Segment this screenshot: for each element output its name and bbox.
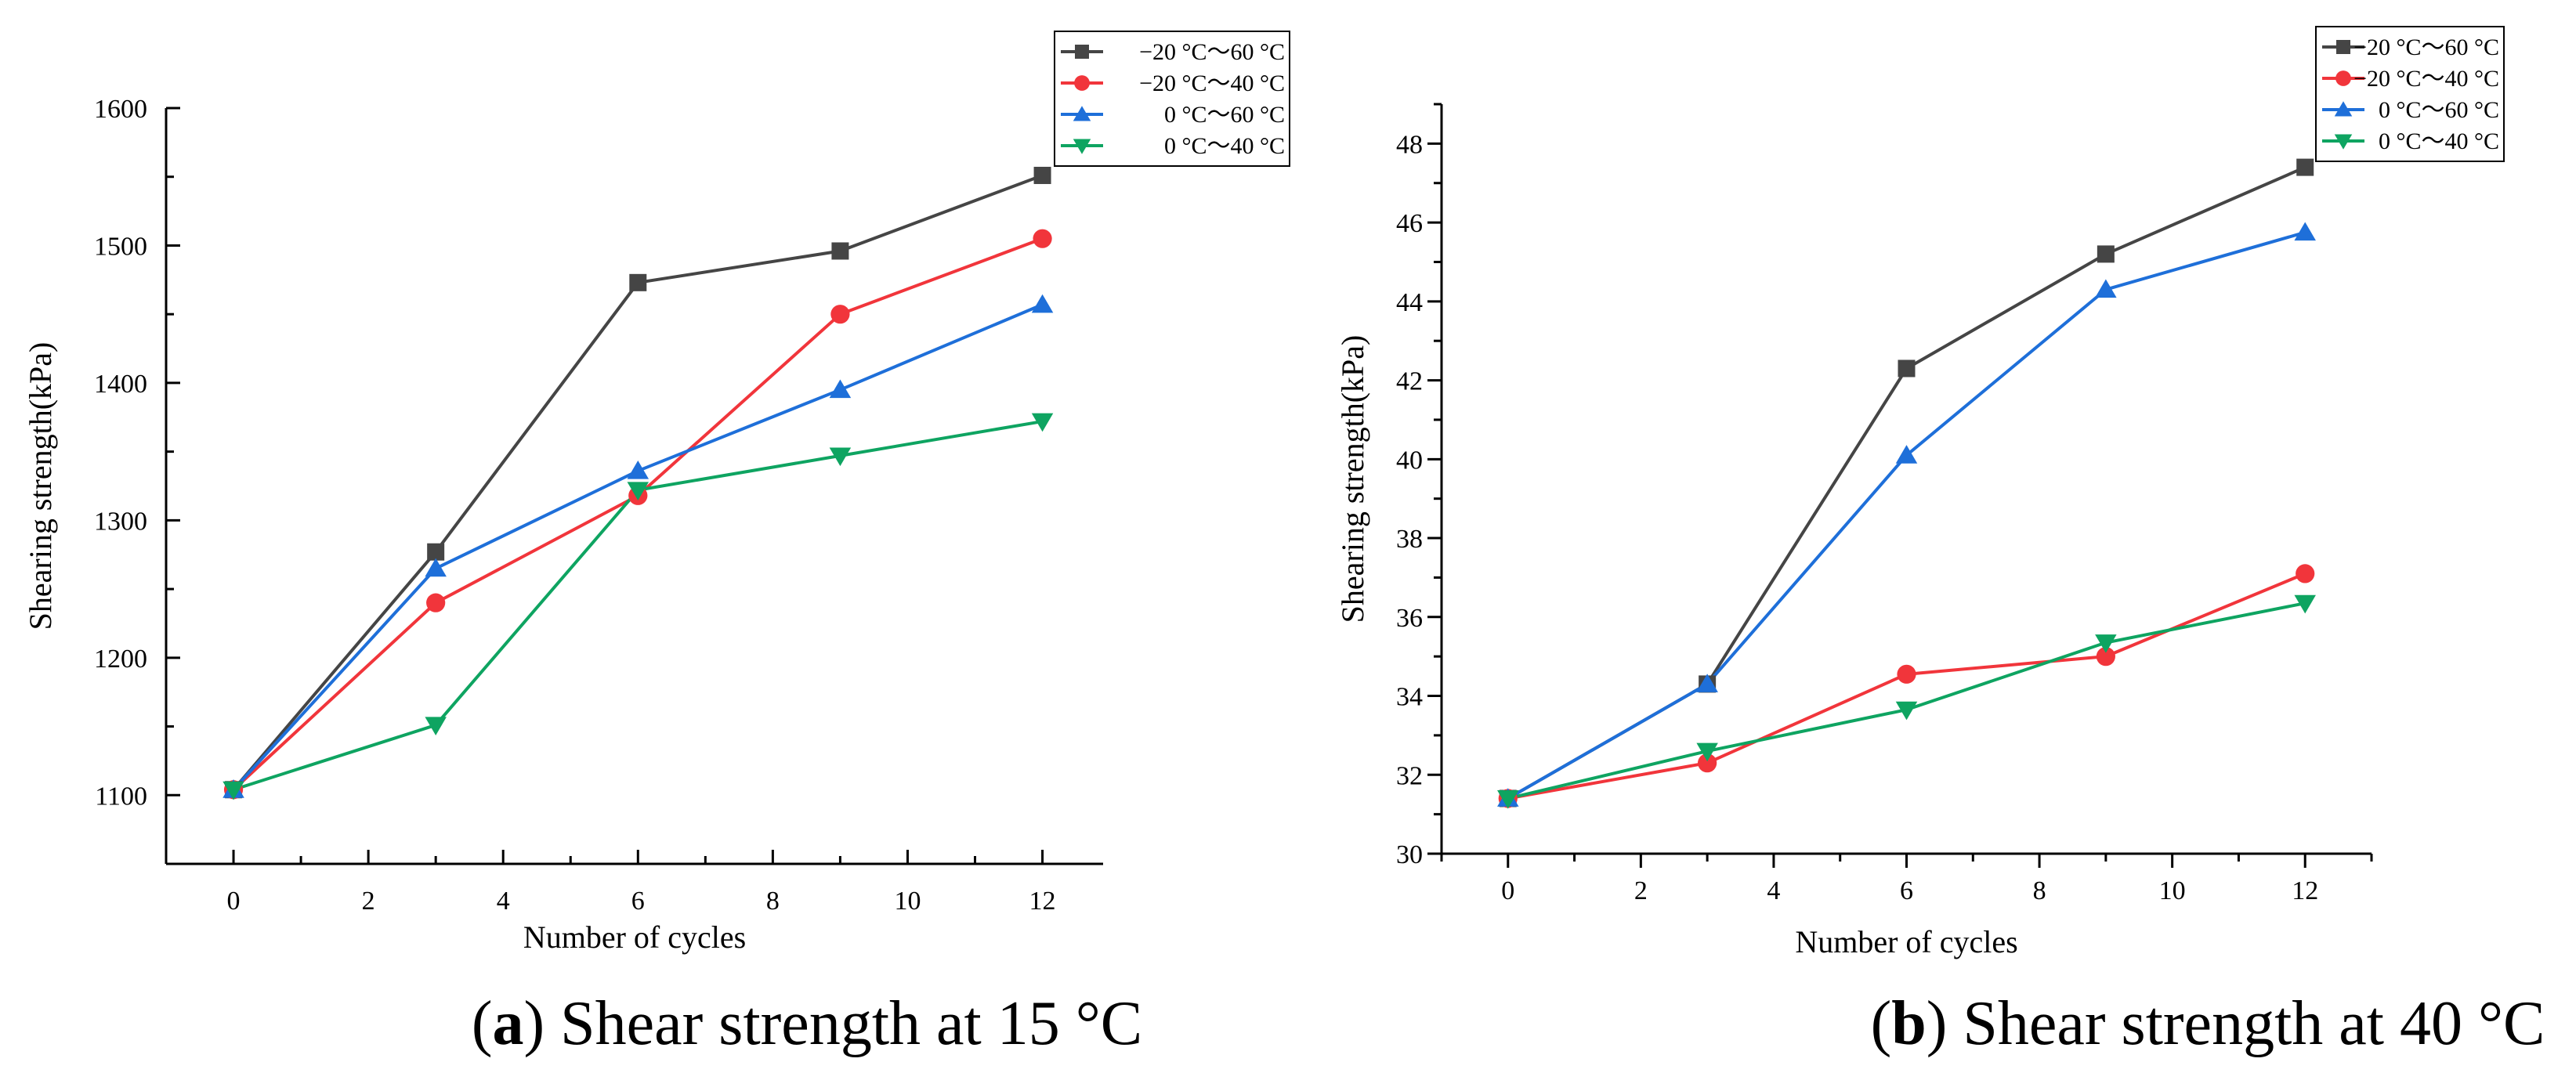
panel-a-series-3-point — [829, 447, 852, 467]
panel-a-series-2-point — [1031, 294, 1054, 313]
panel-a-y-tick-label: 1100 — [95, 782, 147, 811]
panel-b-y-tick-label: 40 — [1396, 446, 1423, 475]
caption-letter: a — [493, 989, 524, 1058]
panel-b-legend-marker — [2336, 40, 2350, 54]
panel-a-x-tick-label: 0 — [227, 887, 241, 916]
panel-b-series-3-point — [1696, 742, 1718, 762]
panel-b-x-axis-title: Number of cycles — [1795, 924, 2017, 959]
panel-a-y-tick-label: 1500 — [94, 232, 147, 261]
panel-a-y-tick-label: 1600 — [94, 95, 147, 124]
panel-b-y-tick-label: 46 — [1396, 209, 1423, 238]
panel-a-y-tick-label: 1400 — [94, 370, 147, 399]
panel-a-y-tick-label: 1200 — [94, 645, 147, 674]
panel-a-series-3-point — [425, 717, 447, 735]
panel-b-legend-label: 0 °C～60 °C — [2379, 97, 2499, 123]
panel-b-series-2-point — [1895, 445, 1918, 464]
caption-open-paren: ( — [472, 989, 493, 1058]
panel-a-legend-label: 0 °C～40 °C — [1164, 133, 1285, 159]
panel-b-y-tick-label: 36 — [1396, 604, 1423, 633]
panel-b-series-2-point — [2095, 279, 2117, 298]
panel-b-legend-label: −20 °C～60 °C — [2353, 34, 2499, 60]
panel-b-series-2-point — [1696, 674, 1718, 692]
caption-title: ) Shear strength at 40 °C — [1927, 989, 2545, 1058]
panel-a-legend-marker — [1073, 139, 1091, 154]
panel-a-x-tick-label: 2 — [362, 887, 375, 916]
panel-a-series-3-point — [223, 781, 244, 800]
panel-a-x-tick-label: 8 — [766, 887, 780, 916]
panel-b-y-tick-label: 38 — [1396, 525, 1423, 554]
panel-b-series-1-point — [2096, 647, 2115, 667]
panel-b-series-1-point — [1897, 664, 1916, 684]
panel-b-y-tick-label: 42 — [1396, 367, 1423, 396]
panel-a-series-3-point — [627, 482, 649, 500]
panel-a-legend-marker — [1074, 75, 1090, 91]
panel-a-series-0-point — [629, 273, 647, 291]
panel-b-series-0-point — [2097, 245, 2115, 263]
panel-b-y-tick-label: 34 — [1396, 683, 1423, 712]
panel-a-series-2-point — [627, 461, 649, 479]
panel-b-legend-marker — [2334, 101, 2353, 117]
panel-a-legend-label: −20 °C～40 °C — [1139, 70, 1285, 96]
panel-a-legend-marker — [1075, 45, 1089, 59]
panel-a-series-1-point — [426, 593, 446, 612]
panel-b-x-tick-label: 8 — [2033, 876, 2046, 905]
panel-b-series-1-point — [2296, 564, 2315, 583]
panel-a-series-0-point — [1033, 166, 1051, 184]
panel-b-caption: (b) Shear strength at 40 °C — [1871, 989, 2545, 1058]
panel-b-legend-label: −20 °C～40 °C — [2353, 66, 2499, 92]
panel-b-series-line-1 — [1507, 572, 2306, 800]
panel-b-y-tick-label: 48 — [1396, 130, 1423, 159]
panel-a-x-tick-label: 10 — [894, 887, 921, 916]
panel-b-x-tick-label: 4 — [1767, 876, 1780, 905]
panel-b-x-tick-label: 10 — [2159, 876, 2186, 905]
panel-b-series-3-point — [1895, 701, 1918, 721]
panel-b-legend-marker — [2334, 134, 2353, 150]
panel-a-series-0-point — [427, 543, 445, 561]
panel-b-series-0-point — [2296, 158, 2314, 176]
caption-open-paren: ( — [1871, 989, 1892, 1058]
panel-b-x-tick-label: 12 — [2292, 876, 2318, 905]
panel-b-y-tick-label: 30 — [1396, 840, 1423, 869]
panel-a-x-tick-label: 4 — [497, 887, 510, 916]
panel-a-series-1-point — [1033, 229, 1052, 248]
caption-title: ) Shear strength at 15 °C — [524, 989, 1143, 1058]
panel-b-series-1-point — [1698, 753, 1717, 773]
panel-a-x-tick-label: 6 — [631, 887, 645, 916]
panel-a-series-0-point — [831, 242, 849, 260]
panel-b-x-tick-label: 6 — [1900, 876, 1913, 905]
panel-a-series-2-point — [425, 558, 447, 577]
panel-b-series-line-3 — [1507, 601, 2306, 800]
panel-a-series-3-point — [1031, 413, 1054, 432]
panel-a-chart: 1100 1200 1300 1400 1500 1600 0 2 4 6 8 10 12 Number … — [23, 31, 1290, 1058]
panel-b-y-tick-label: 32 — [1396, 761, 1423, 790]
panel-a-legend-label: 0 °C～60 °C — [1164, 102, 1285, 128]
panel-a-series-line-2 — [232, 303, 1044, 791]
panel-a-x-tick-label: 12 — [1029, 887, 1056, 916]
panel-a-legend-label: −20 °C～60 °C — [1139, 39, 1285, 65]
panel-a-y-axis-title: Shearing strength(kPa) — [23, 342, 58, 630]
panel-b-y-tick-label: 44 — [1396, 288, 1423, 317]
panel-a-x-axis-title: Number of cycles — [523, 919, 746, 955]
panel-b-series-2-point — [2294, 222, 2316, 241]
panel-a-series-2-point — [829, 379, 852, 399]
panel-a-caption: (a) Shear strength at 15 °C — [472, 989, 1142, 1058]
panel-b-series-3-point — [2294, 594, 2316, 614]
panel-b-x-tick-label: 0 — [1501, 876, 1514, 905]
caption-letter: b — [1891, 989, 1927, 1058]
panel-a-y-tick-label: 1300 — [94, 507, 147, 536]
panel-b-legend-label: 0 °C～40 °C — [2379, 128, 2499, 154]
panel-b-y-axis-title: Shearing strength(kPa) — [1335, 335, 1370, 623]
panel-b-x-tick-label: 2 — [1634, 876, 1648, 905]
panel-a-legend-marker — [1073, 106, 1091, 121]
panel-b-series-3-point — [1497, 790, 1519, 809]
panel-a-legend-box — [1054, 31, 1290, 167]
panel-b-series-0-point — [1898, 359, 1916, 378]
panel-a-series-line-1 — [232, 237, 1044, 791]
panel-b-legend-marker — [2335, 70, 2351, 86]
panel-b-series-3-point — [2095, 634, 2117, 653]
panel-a-series-1-point — [830, 305, 850, 324]
